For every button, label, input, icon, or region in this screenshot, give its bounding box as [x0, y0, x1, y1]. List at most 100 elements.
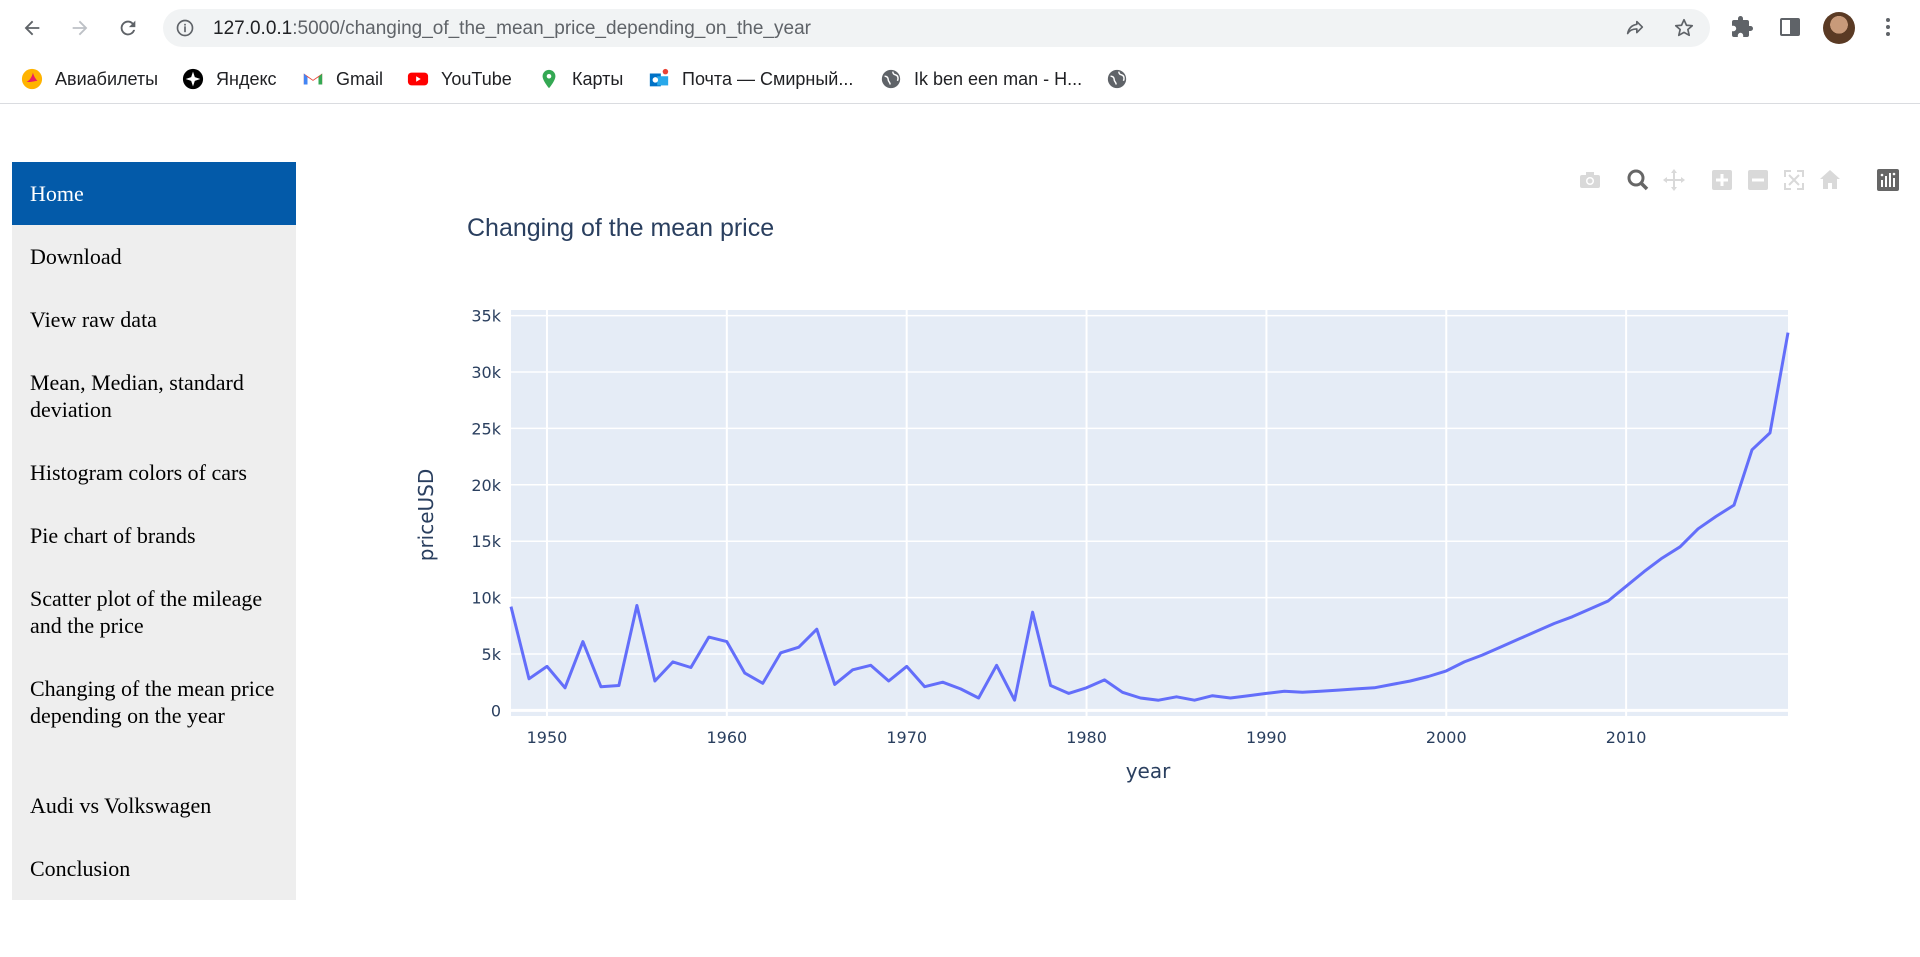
data-point[interactable]: [977, 696, 981, 700]
data-point[interactable]: [995, 663, 999, 667]
sidebar-item-histogram-colors[interactable]: Histogram colors of cars: [30, 460, 247, 485]
home-icon[interactable]: [1818, 168, 1842, 192]
data-point[interactable]: [1085, 686, 1089, 690]
data-point[interactable]: [635, 603, 639, 607]
extensions-icon[interactable]: [1730, 15, 1754, 39]
bookmark-ik-ben[interactable]: Ik ben een man - H...: [880, 65, 1082, 93]
data-point[interactable]: [725, 640, 729, 644]
data-point[interactable]: [869, 663, 873, 667]
data-point[interactable]: [1624, 584, 1628, 588]
data-point[interactable]: [545, 664, 549, 668]
data-point[interactable]: [1121, 690, 1125, 694]
data-point[interactable]: [1552, 622, 1556, 626]
data-point[interactable]: [1390, 682, 1394, 686]
reload-button[interactable]: [110, 10, 146, 46]
data-point[interactable]: [1426, 675, 1430, 679]
sidebar-item-conclusion[interactable]: Conclusion: [30, 856, 131, 881]
data-point[interactable]: [815, 627, 819, 631]
data-point[interactable]: [617, 684, 621, 688]
data-point[interactable]: [1570, 615, 1574, 619]
sidebar-item-scatter-plot[interactable]: Scatter plot of the mileage and the pric…: [30, 586, 263, 638]
data-point[interactable]: [1642, 570, 1646, 574]
data-point[interactable]: [509, 605, 513, 609]
data-point[interactable]: [1678, 545, 1682, 549]
data-point[interactable]: [1300, 690, 1304, 694]
data-point[interactable]: [1049, 684, 1053, 688]
data-point[interactable]: [1031, 610, 1035, 614]
data-point[interactable]: [1013, 698, 1017, 702]
zoom-out-icon[interactable]: [1746, 168, 1770, 192]
data-point[interactable]: [851, 668, 855, 672]
info-icon[interactable]: [175, 18, 195, 38]
sidebar-item-view-raw-data[interactable]: View raw data: [30, 307, 157, 332]
sidebar-item-audi-vs-volkswagen[interactable]: Audi vs Volkswagen: [30, 793, 212, 818]
data-point[interactable]: [1786, 331, 1790, 335]
data-point[interactable]: [1660, 556, 1664, 560]
sidebar-item-changing-mean-price[interactable]: Changing of the mean price depending on …: [30, 676, 275, 728]
bookmark-maps[interactable]: Карты: [538, 65, 623, 93]
data-point[interactable]: [563, 686, 567, 690]
data-point[interactable]: [1498, 645, 1502, 649]
back-button[interactable]: [14, 10, 50, 46]
data-point[interactable]: [797, 645, 801, 649]
data-point[interactable]: [1606, 599, 1610, 603]
data-point[interactable]: [779, 651, 783, 655]
data-point[interactable]: [689, 666, 693, 670]
data-point[interactable]: [1750, 448, 1754, 452]
data-point[interactable]: [653, 679, 657, 683]
data-point[interactable]: [707, 635, 711, 639]
data-point[interactable]: [671, 660, 675, 664]
data-point[interactable]: [1228, 696, 1232, 700]
address-bar[interactable]: 127.0.0.1:5000/changing_of_the_mean_pric…: [163, 9, 1710, 47]
data-point[interactable]: [1480, 653, 1484, 657]
data-point[interactable]: [959, 687, 963, 691]
autoscale-icon[interactable]: [1782, 168, 1806, 192]
kebab-menu-icon[interactable]: [1876, 15, 1900, 39]
data-point[interactable]: [1156, 698, 1160, 702]
data-point[interactable]: [905, 664, 909, 668]
data-point[interactable]: [1174, 695, 1178, 699]
data-point[interactable]: [527, 677, 531, 681]
bookmark-aviabilety[interactable]: Авиабилеты: [21, 65, 158, 93]
zoom-in-icon[interactable]: [1710, 168, 1734, 192]
bookmark-pochta[interactable]: Почта — Смирный...: [648, 65, 853, 93]
data-point[interactable]: [1732, 503, 1736, 507]
url-text[interactable]: 127.0.0.1:5000/changing_of_the_mean_pric…: [213, 18, 811, 40]
data-point[interactable]: [1696, 527, 1700, 531]
sidebar-item-pie-chart-brands[interactable]: Pie chart of brands: [30, 523, 196, 548]
data-point[interactable]: [1516, 637, 1520, 641]
data-point[interactable]: [581, 640, 585, 644]
data-point[interactable]: [1192, 698, 1196, 702]
pan-icon[interactable]: [1662, 168, 1686, 192]
zoom-icon[interactable]: [1626, 168, 1650, 192]
camera-icon[interactable]: [1578, 168, 1602, 192]
share-icon[interactable]: [1624, 17, 1646, 39]
plotly-logo-icon[interactable]: [1876, 168, 1900, 192]
sidebar-item-home[interactable]: Home: [12, 162, 296, 225]
data-point[interactable]: [1103, 678, 1107, 682]
data-point[interactable]: [1067, 691, 1071, 695]
data-point[interactable]: [1336, 688, 1340, 692]
star-icon[interactable]: [1673, 17, 1695, 39]
data-point[interactable]: [833, 682, 837, 686]
sidebar-item-download[interactable]: Download: [30, 244, 122, 269]
data-point[interactable]: [1534, 629, 1538, 633]
data-point[interactable]: [743, 671, 747, 675]
data-point[interactable]: [1354, 687, 1358, 691]
bookmark-gmail[interactable]: Gmail: [302, 65, 383, 93]
bookmark-youtube[interactable]: YouTube: [407, 65, 512, 93]
data-point[interactable]: [1408, 679, 1412, 683]
sidebar-item-mean-median-std[interactable]: Mean, Median, standard deviation: [30, 370, 244, 422]
profile-avatar[interactable]: [1823, 12, 1855, 44]
bookmark-globe[interactable]: [1106, 65, 1140, 93]
data-point[interactable]: [1444, 669, 1448, 673]
data-point[interactable]: [1264, 691, 1268, 695]
data-point[interactable]: [1714, 514, 1718, 518]
data-point[interactable]: [1318, 689, 1322, 693]
data-point[interactable]: [941, 680, 945, 684]
data-point[interactable]: [887, 679, 891, 683]
data-point[interactable]: [923, 685, 927, 689]
data-point[interactable]: [1372, 686, 1376, 690]
side-panel-icon[interactable]: [1778, 15, 1802, 39]
data-point[interactable]: [1246, 694, 1250, 698]
